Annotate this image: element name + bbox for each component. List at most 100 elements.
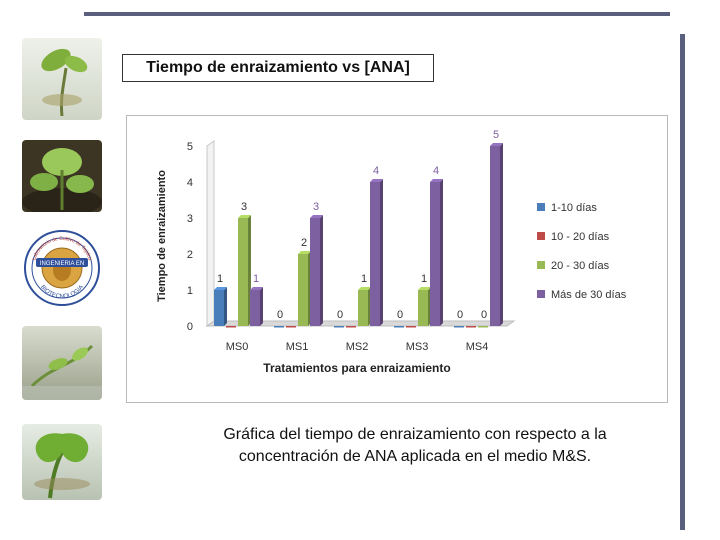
data-label: 0 xyxy=(277,309,283,321)
bar xyxy=(370,179,383,326)
bar-top xyxy=(310,215,323,218)
data-label: 0 xyxy=(457,309,463,321)
bar-front xyxy=(358,290,368,326)
bar-front xyxy=(238,218,248,326)
data-label: 5 xyxy=(493,129,499,141)
bar xyxy=(490,143,503,326)
data-label: 0 xyxy=(481,309,487,321)
bar-top xyxy=(358,287,371,290)
plant-photo-3 xyxy=(22,326,102,400)
bar-front xyxy=(346,326,356,328)
bar-front xyxy=(466,326,476,328)
bar-top xyxy=(430,179,443,182)
legend-swatch xyxy=(537,203,545,211)
x-tick-label: MS4 xyxy=(466,341,489,353)
bar xyxy=(466,323,479,328)
bar xyxy=(298,251,311,326)
data-label: 1 xyxy=(421,273,427,285)
bar-top xyxy=(250,287,263,290)
bar-front xyxy=(310,218,320,326)
bar xyxy=(478,323,491,328)
data-label: 3 xyxy=(241,201,247,213)
legend-entry: Más de 30 días xyxy=(537,289,627,301)
bar-side xyxy=(500,143,503,326)
bar-side xyxy=(320,215,323,326)
bar-front xyxy=(274,326,284,328)
bar-top xyxy=(214,287,227,290)
plant-photo-2 xyxy=(22,140,102,212)
bar xyxy=(214,287,227,326)
bar xyxy=(334,323,347,328)
bar xyxy=(238,215,251,326)
bar-front xyxy=(370,182,380,326)
plant-photo-4 xyxy=(22,424,102,500)
bar xyxy=(310,215,323,326)
x-tick-label: MS0 xyxy=(226,341,249,353)
data-label: 1 xyxy=(361,273,367,285)
bar-side xyxy=(224,287,227,326)
data-label: 0 xyxy=(337,309,343,321)
legend-entry: 20 - 30 días xyxy=(537,260,610,272)
bar-front xyxy=(298,254,308,326)
bar-front xyxy=(478,326,488,328)
side-rule xyxy=(680,34,685,530)
bar xyxy=(418,287,431,326)
legend-label: Más de 30 días xyxy=(551,289,627,301)
data-label: 4 xyxy=(373,165,379,177)
legend-label: 10 - 20 días xyxy=(551,231,610,243)
y-tick-label: 4 xyxy=(187,177,193,189)
caption-line-1: Gráfica del tiempo de enraizamiento con … xyxy=(223,426,607,443)
bar xyxy=(454,323,467,328)
data-label: 2 xyxy=(301,237,307,249)
bar-front xyxy=(250,290,260,326)
bar-side xyxy=(260,287,263,326)
x-tick-label: MS2 xyxy=(346,341,369,353)
bar xyxy=(430,179,443,326)
bar-front xyxy=(406,326,416,328)
bar xyxy=(226,323,239,328)
plant-photo-1 xyxy=(22,38,102,120)
legend-entry: 10 - 20 días xyxy=(537,231,610,243)
slide-title: Tiempo de enraizamiento vs [ANA] xyxy=(122,54,434,82)
bar-top xyxy=(418,287,431,290)
bar-top xyxy=(238,215,251,218)
bar-front xyxy=(226,326,236,328)
bar-side xyxy=(380,179,383,326)
chart-side-wall xyxy=(206,140,215,327)
caption-line-2: concentración de ANA aplicada en el medi… xyxy=(238,448,592,465)
bar-front xyxy=(418,290,428,326)
x-tick-label: MS1 xyxy=(286,341,309,353)
bar-chart: 0 1 2 3 4 5 Tiempo de enraizamiento MS0 MS1 MS2 MS… xyxy=(156,129,627,375)
bar xyxy=(406,323,419,328)
legend-swatch xyxy=(537,290,545,298)
bar xyxy=(250,287,263,326)
chart-frame: 0 1 2 3 4 5 Tiempo de enraizamiento MS0 MS1 MS2 MS… xyxy=(126,115,668,403)
bar-top xyxy=(490,143,503,146)
legend-label: 1-10 días xyxy=(551,202,597,214)
bar-side xyxy=(440,179,443,326)
chart-caption: Gráfica del tiempo de enraizamiento con … xyxy=(150,424,680,468)
bar-front xyxy=(394,326,404,328)
bar-front xyxy=(490,146,500,326)
data-label: 1 xyxy=(217,273,223,285)
y-tick-label: 3 xyxy=(187,213,193,225)
data-label: 0 xyxy=(397,309,403,321)
bar xyxy=(346,323,359,328)
bar xyxy=(358,287,371,326)
legend-entry: 1-10 días xyxy=(537,202,597,214)
data-label: 4 xyxy=(433,165,439,177)
y-tick-label: 2 xyxy=(187,249,193,261)
bar xyxy=(394,323,407,328)
data-label: 3 xyxy=(313,201,319,213)
bar-front xyxy=(430,182,440,326)
x-tick-label: MS3 xyxy=(406,341,429,353)
bar-front xyxy=(214,290,224,326)
y-tick-label: 0 xyxy=(187,321,193,333)
legend-swatch xyxy=(537,261,545,269)
x-axis-label: Tratamientos para enraizamiento xyxy=(263,361,450,375)
bar-top xyxy=(298,251,311,254)
bar xyxy=(274,323,287,328)
bar-front xyxy=(334,326,344,328)
legend-swatch xyxy=(537,232,545,240)
bar-front xyxy=(286,326,296,328)
